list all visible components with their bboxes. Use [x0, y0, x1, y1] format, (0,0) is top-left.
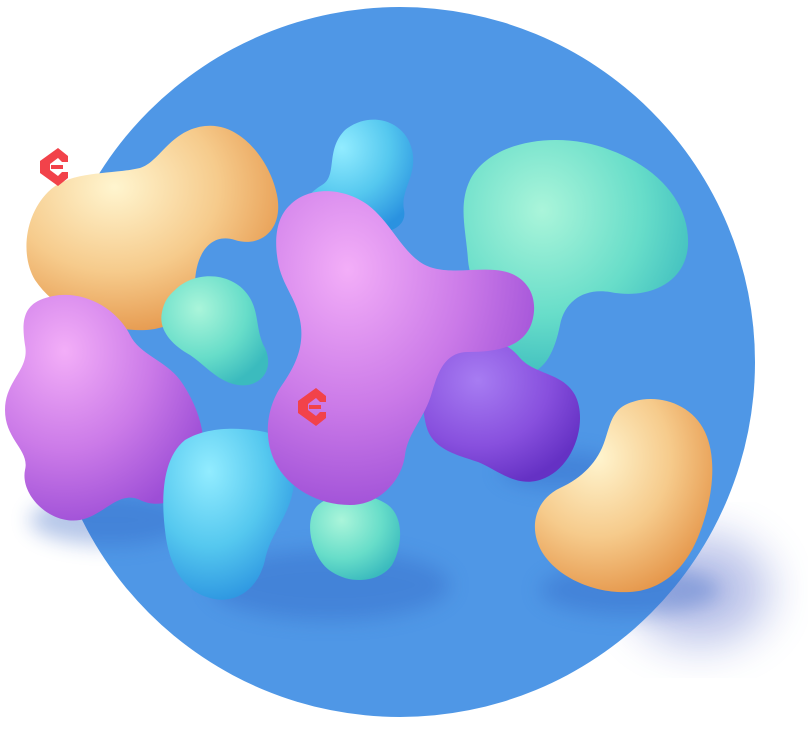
violet-blob-left [5, 294, 204, 521]
sky-blob-bottom [163, 428, 295, 600]
violet-blob-center [267, 191, 535, 505]
peach-blob-bottom-right [534, 399, 713, 593]
deep-violet-blob [422, 337, 581, 482]
mint-blob-small [161, 276, 269, 386]
logo-mark-top-left [40, 148, 68, 186]
logo-mark-center [298, 388, 326, 426]
mint-blob-bottom [310, 494, 401, 581]
peach-blob-top-left [26, 125, 279, 331]
